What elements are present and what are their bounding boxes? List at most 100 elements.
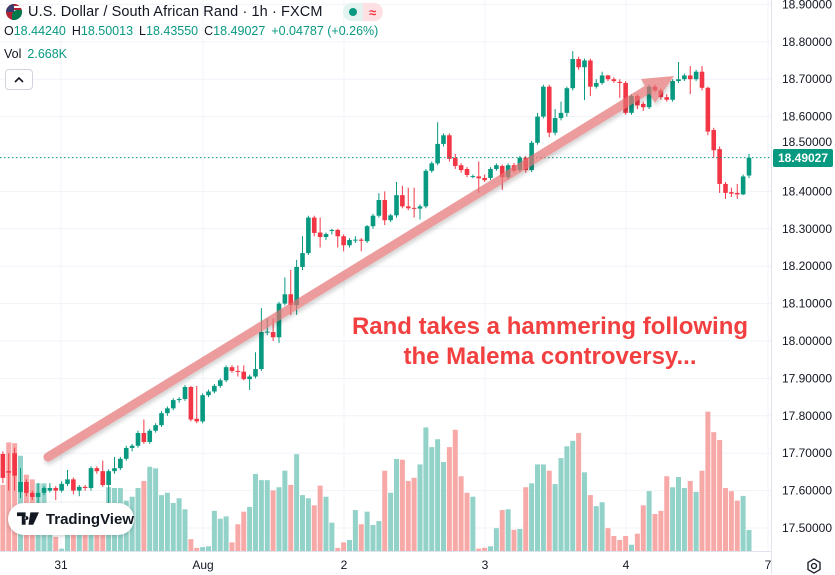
volume-bar <box>388 492 394 551</box>
low-value: 18.43550 <box>146 24 199 38</box>
volume-value: 2.668K <box>27 47 68 61</box>
volume-bar <box>229 542 235 551</box>
volume-bar <box>464 492 470 551</box>
candle-body <box>176 398 182 401</box>
volume-bar <box>59 548 65 551</box>
volume-bar <box>582 472 587 551</box>
volume-bar <box>446 447 452 551</box>
candle-body <box>323 234 329 238</box>
candle-body <box>270 332 276 338</box>
price-axis[interactable]: 18.90000 18.80000 18.70000 18.60000 18.50000… <box>782 0 832 535</box>
candle-body <box>47 487 53 491</box>
volume-bar <box>705 411 711 551</box>
volume-bar <box>552 484 558 551</box>
price-tick-label: 18.00000 <box>782 334 832 348</box>
volume-bar <box>488 546 493 551</box>
volume-bar <box>211 510 217 551</box>
candle-body <box>82 486 88 488</box>
candle-body <box>135 433 141 446</box>
price-tick-label: 18.60000 <box>782 110 832 124</box>
candle-body <box>617 81 623 83</box>
volume-bar <box>676 477 681 551</box>
market-open-status[interactable] <box>342 3 363 21</box>
candle-body <box>147 430 153 442</box>
candle-body <box>417 206 423 209</box>
gear-icon[interactable] <box>805 557 823 575</box>
candle-body <box>59 483 64 491</box>
time-tick-label: Aug <box>192 558 213 572</box>
price-tick-label: 17.60000 <box>782 484 832 498</box>
candle-body <box>129 445 135 448</box>
candle-body <box>241 371 247 380</box>
volume-bar <box>717 440 723 551</box>
candle-body <box>693 71 699 80</box>
volume-bar <box>82 525 88 551</box>
candle-body <box>564 88 570 113</box>
candle-body <box>341 236 346 246</box>
volume-bar <box>681 488 687 551</box>
volume-bar <box>605 528 611 551</box>
volume-bar <box>652 514 658 551</box>
candle-body <box>6 471 12 473</box>
candle-body <box>259 332 264 370</box>
volume-bar <box>411 477 417 551</box>
candle-body <box>699 71 705 88</box>
candle-body <box>159 413 164 426</box>
annotation-line-2: the Malema controversy... <box>403 343 697 370</box>
volume-legend: Vol 2.668K <box>4 47 67 61</box>
candle-body <box>76 486 82 491</box>
volume-bar <box>499 510 505 551</box>
volume-bar <box>53 536 59 551</box>
candle-body <box>206 391 211 396</box>
candle-body <box>588 60 593 87</box>
candle-body <box>535 116 540 143</box>
candle-body <box>264 331 270 333</box>
candle-body <box>217 380 223 386</box>
price-tick-label: 18.80000 <box>782 35 832 49</box>
volume-bar <box>47 521 53 551</box>
high-label: H <box>71 24 81 38</box>
candle-body <box>605 75 611 80</box>
volume-bar <box>288 484 294 551</box>
time-tick-label: 7 <box>765 558 772 572</box>
symbol-title[interactable]: U.S. Dollar / South African Rand · 1h · … <box>28 4 323 20</box>
tradingview-logo[interactable]: TradingView <box>8 503 134 535</box>
volume-bar <box>535 464 540 551</box>
candle-body <box>499 165 505 178</box>
time-axis[interactable]: 31 Aug 2 3 4 7 <box>54 558 771 572</box>
candle-body <box>100 471 106 485</box>
volume-bar <box>476 548 482 551</box>
price-tick-label: 17.80000 <box>782 409 832 423</box>
candle-body <box>329 229 335 231</box>
candle-body <box>118 458 123 469</box>
volume-bar <box>693 491 699 551</box>
volume-bar <box>282 470 288 551</box>
candle-body <box>482 177 487 181</box>
volume-bar <box>740 495 746 551</box>
volume-bar <box>699 470 705 551</box>
volume-bar <box>317 485 323 551</box>
candle-body <box>740 176 746 195</box>
data-delay-status[interactable]: ≈ <box>362 3 383 21</box>
volume-bar <box>546 470 552 551</box>
candle-body <box>734 192 740 195</box>
volume-bar <box>311 505 317 551</box>
collapse-legend-button[interactable] <box>5 69 33 90</box>
volume-bar <box>294 454 300 551</box>
volume-bar <box>576 432 582 551</box>
volume-bar <box>276 487 282 551</box>
volume-bar <box>176 498 182 551</box>
candles <box>0 51 752 506</box>
candle-body <box>88 468 94 488</box>
candle-body <box>552 118 558 133</box>
volume-bar <box>646 491 652 551</box>
volume-bar <box>335 547 341 551</box>
volume-bar <box>511 529 517 551</box>
annotation-line-1: Rand takes a hammering following <box>351 313 749 340</box>
candle-body <box>335 229 341 237</box>
volume-bar <box>452 429 458 551</box>
candle-body <box>676 79 681 82</box>
price-tick-label: 18.50000 <box>782 135 832 149</box>
volume-bar <box>376 521 382 551</box>
